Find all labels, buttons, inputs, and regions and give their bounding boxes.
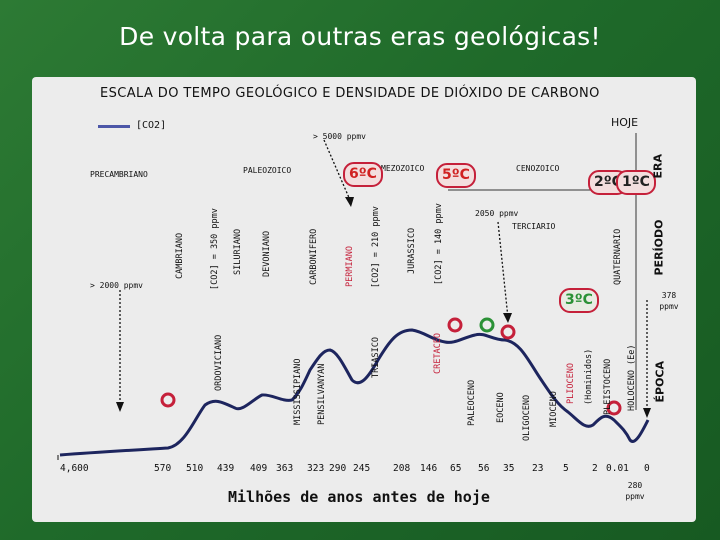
period-jurassico: JURASSICO bbox=[407, 227, 417, 274]
period-terciario: TERCIARIO bbox=[512, 222, 556, 231]
era-heading: ERA bbox=[651, 154, 665, 179]
epoch-mioceno: MIOCENO bbox=[549, 391, 559, 427]
period-quaternario: QUATERNARIO bbox=[613, 228, 623, 285]
period-ordoviciano: ORDOVICIANO bbox=[214, 334, 224, 391]
legend-line bbox=[98, 125, 130, 128]
x-tick: 510 bbox=[186, 463, 204, 474]
x-tick: 363 bbox=[276, 463, 294, 474]
period-cambriano: CAMBRIANO bbox=[175, 232, 185, 279]
x-tick: 56 bbox=[478, 463, 490, 474]
x-tick: 5 bbox=[563, 463, 569, 474]
x-tick: 245 bbox=[353, 463, 371, 474]
co2-140: [CO2] = 140 ppmv bbox=[434, 203, 444, 285]
marker-holoceno bbox=[606, 400, 622, 416]
era-cenozoico: CENOZOICO bbox=[516, 164, 560, 173]
period-cretaceo: CRETACEO bbox=[433, 333, 443, 374]
annotation-280: 280 ppmv bbox=[625, 481, 645, 501]
period-devoniano: DEVONIANO bbox=[262, 230, 272, 277]
annotation-378: 378 ppmv bbox=[659, 291, 679, 311]
co2-curve bbox=[59, 328, 650, 457]
x-tick: 0.01 bbox=[606, 463, 629, 474]
epoch-oligoceno: OLIGOCENO bbox=[522, 394, 532, 441]
arrowhead-5000 bbox=[345, 197, 354, 207]
epoch-plioceno: PLIOCENO bbox=[566, 363, 576, 404]
period-permiano: PERMIANO bbox=[345, 246, 355, 287]
x-tick: 409 bbox=[250, 463, 268, 474]
x-axis-title: Milhões de anos antes de hoje bbox=[228, 488, 490, 506]
epoch-paleoceno: PALEOCENO bbox=[467, 379, 477, 426]
marker-ordoviciano bbox=[160, 392, 176, 408]
x-tick: 323 bbox=[307, 463, 325, 474]
x-tick: 0 bbox=[644, 463, 650, 474]
x-tick: 290 bbox=[329, 463, 347, 474]
temp-6c: 6ºC bbox=[343, 162, 383, 187]
epoch-holoceno: HOLOCENO (Ee) bbox=[627, 344, 637, 411]
period-carbonifero: CARBONIFERO bbox=[309, 228, 319, 285]
epoch-hominidos: (Hominidos) bbox=[584, 348, 594, 405]
x-tick: 4,600 bbox=[60, 463, 89, 474]
co2-210: [CO2] = 210 ppmv bbox=[371, 206, 381, 288]
marker-oligoceno bbox=[500, 324, 516, 340]
period-mississipiano: MISSISSIPIANO bbox=[293, 358, 303, 425]
x-tick: 23 bbox=[532, 463, 544, 474]
temp-3c: 3ºC bbox=[559, 288, 599, 313]
annotation-2050: 2050 ppmv bbox=[475, 209, 519, 218]
legend-label: [CO2] bbox=[136, 120, 167, 131]
marker-eoceno bbox=[479, 317, 495, 333]
slide-title: De volta para outras eras geológicas! bbox=[119, 22, 601, 51]
era-precambriano: PRECAMBRIANO bbox=[90, 170, 148, 179]
x-tick: 439 bbox=[217, 463, 235, 474]
arrowhead-2000 bbox=[116, 402, 124, 412]
temp-1c: 1ºC bbox=[616, 170, 656, 195]
period-pensilvanyan: PENSILVANYAN bbox=[317, 363, 327, 425]
era-paleozoico: PALEOZOICO bbox=[243, 166, 292, 175]
x-tick: 146 bbox=[420, 463, 438, 474]
x-tick: 2 bbox=[592, 463, 598, 474]
x-tick: 65 bbox=[450, 463, 462, 474]
arrow-2050 bbox=[497, 221, 509, 319]
arrowhead-378 bbox=[643, 408, 651, 418]
diagram-title: ESCALA DO TEMPO GEOLÓGICO E DENSIDADE DE… bbox=[100, 86, 600, 101]
temp-5c: 5ºC bbox=[436, 163, 476, 188]
hoje-label: HOJE bbox=[611, 116, 639, 129]
period-triasico: TRIASICO bbox=[371, 337, 381, 378]
annotation-2000: > 2000 ppmv bbox=[90, 281, 143, 290]
epoch-pleistoceno: PLEISTOCENO bbox=[603, 358, 613, 415]
era-mezozoico: MEZOZOICO bbox=[381, 164, 425, 173]
epoch-eoceno: EOCENO bbox=[496, 392, 506, 423]
epoca-heading: ÉPOCA bbox=[653, 360, 667, 403]
co2-350: [CO2] = 350 ppmv bbox=[210, 208, 220, 290]
annotation-5000: > 5000 ppmv bbox=[313, 132, 366, 141]
periodo-heading: PERÍODO bbox=[652, 219, 666, 276]
x-tick: 570 bbox=[154, 463, 172, 474]
x-tick: 35 bbox=[503, 463, 515, 474]
marker-cretaceo bbox=[447, 317, 463, 333]
arrow-5000 bbox=[323, 139, 351, 201]
x-tick: 208 bbox=[393, 463, 411, 474]
period-siluriano: SILURIANO bbox=[233, 228, 243, 275]
arrowhead-2050 bbox=[503, 313, 512, 323]
